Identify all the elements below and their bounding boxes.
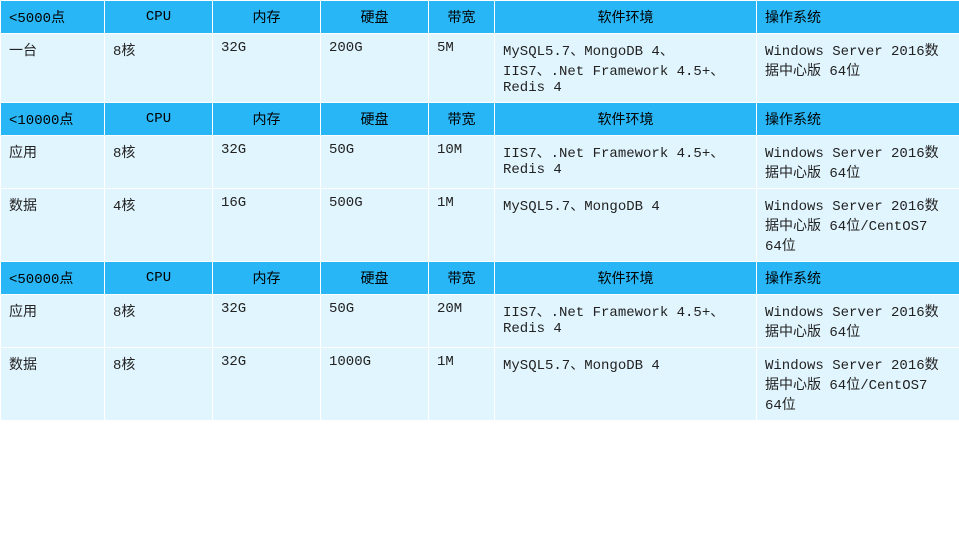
col-software: 软件环境 [495, 262, 757, 295]
cell-software: MySQL5.7、MongoDB 4 [495, 348, 757, 421]
cell-os: Windows Server 2016数据中心版 64位/CentOS7 64位 [757, 348, 959, 421]
cell-software: MySQL5.7、MongoDB 4 [495, 189, 757, 262]
cell-memory: 32G [213, 348, 321, 421]
cell-tier: 一台 [1, 34, 105, 103]
col-disk: 硬盘 [321, 1, 429, 34]
col-disk: 硬盘 [321, 103, 429, 136]
cell-tier: 数据 [1, 189, 105, 262]
cell-tier: 数据 [1, 348, 105, 421]
col-software: 软件环境 [495, 1, 757, 34]
col-cpu: CPU [105, 103, 213, 136]
col-bandwidth: 带宽 [429, 103, 495, 136]
cell-disk: 50G [321, 295, 429, 348]
table-row: 一台 8核 32G 200G 5M MySQL5.7、MongoDB 4、IIS… [1, 34, 959, 103]
col-os: 操作系统 [757, 1, 959, 34]
cell-memory: 32G [213, 136, 321, 189]
col-os: 操作系统 [757, 262, 959, 295]
cell-bandwidth: 10M [429, 136, 495, 189]
table-row: 应用 8核 32G 50G 20M IIS7、.Net Framework 4.… [1, 295, 959, 348]
table-header-row: <50000点 CPU 内存 硬盘 带宽 软件环境 操作系统 [1, 262, 959, 295]
col-bandwidth: 带宽 [429, 1, 495, 34]
cell-cpu: 8核 [105, 34, 213, 103]
table-header-row: <10000点 CPU 内存 硬盘 带宽 软件环境 操作系统 [1, 103, 959, 136]
col-disk: 硬盘 [321, 262, 429, 295]
cell-software: IIS7、.Net Framework 4.5+、Redis 4 [495, 136, 757, 189]
table-header-row: <5000点 CPU 内存 硬盘 带宽 软件环境 操作系统 [1, 1, 959, 34]
col-memory: 内存 [213, 262, 321, 295]
table-row: 数据 4核 16G 500G 1M MySQL5.7、MongoDB 4 Win… [1, 189, 959, 262]
cell-bandwidth: 5M [429, 34, 495, 103]
cell-cpu: 8核 [105, 295, 213, 348]
cell-bandwidth: 20M [429, 295, 495, 348]
cell-cpu: 4核 [105, 189, 213, 262]
col-software: 软件环境 [495, 103, 757, 136]
col-cpu: CPU [105, 1, 213, 34]
cell-cpu: 8核 [105, 348, 213, 421]
cell-os: Windows Server 2016数据中心版 64位 [757, 295, 959, 348]
col-memory: 内存 [213, 1, 321, 34]
table-row: 应用 8核 32G 50G 10M IIS7、.Net Framework 4.… [1, 136, 959, 189]
col-cpu: CPU [105, 262, 213, 295]
col-memory: 内存 [213, 103, 321, 136]
cell-disk: 50G [321, 136, 429, 189]
cell-bandwidth: 1M [429, 348, 495, 421]
col-tier: <50000点 [1, 262, 105, 295]
cell-software: IIS7、.Net Framework 4.5+、Redis 4 [495, 295, 757, 348]
cell-memory: 32G [213, 34, 321, 103]
col-bandwidth: 带宽 [429, 262, 495, 295]
cell-disk: 200G [321, 34, 429, 103]
cell-tier: 应用 [1, 295, 105, 348]
col-os: 操作系统 [757, 103, 959, 136]
cell-os: Windows Server 2016数据中心版 64位/CentOS7 64位 [757, 189, 959, 262]
cell-software: MySQL5.7、MongoDB 4、IIS7、.Net Framework 4… [495, 34, 757, 103]
col-tier: <5000点 [1, 1, 105, 34]
cell-bandwidth: 1M [429, 189, 495, 262]
cell-cpu: 8核 [105, 136, 213, 189]
cell-tier: 应用 [1, 136, 105, 189]
table-row: 数据 8核 32G 1000G 1M MySQL5.7、MongoDB 4 Wi… [1, 348, 959, 421]
cell-os: Windows Server 2016数据中心版 64位 [757, 34, 959, 103]
cell-disk: 500G [321, 189, 429, 262]
cell-os: Windows Server 2016数据中心版 64位 [757, 136, 959, 189]
server-spec-table: <5000点 CPU 内存 硬盘 带宽 软件环境 操作系统 一台 8核 32G … [0, 0, 959, 421]
cell-memory: 16G [213, 189, 321, 262]
cell-disk: 1000G [321, 348, 429, 421]
col-tier: <10000点 [1, 103, 105, 136]
cell-memory: 32G [213, 295, 321, 348]
